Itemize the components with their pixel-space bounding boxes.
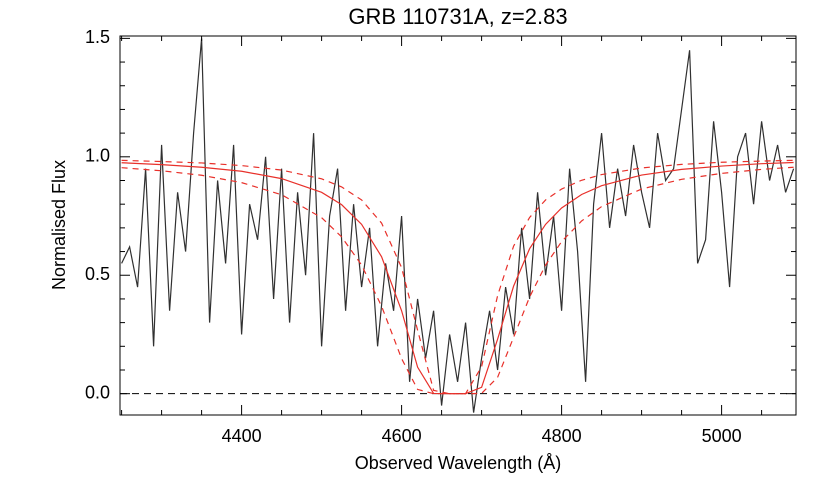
y-tick-label: 0.0 xyxy=(85,382,110,402)
x-tick-label: 4600 xyxy=(382,426,422,446)
series-line xyxy=(121,38,795,413)
series-line xyxy=(121,161,794,395)
plot-frame xyxy=(119,35,797,416)
y-axis-label: Normalised Flux xyxy=(49,160,69,290)
x-tick-label: 5000 xyxy=(702,426,742,446)
y-tick-label: 1.5 xyxy=(85,27,110,47)
x-axis-label: Observed Wavelength (Å) xyxy=(355,453,561,473)
chart-title: GRB 110731A, z=2.83 xyxy=(348,4,567,29)
series-line xyxy=(121,159,794,395)
y-tick-label: 1.0 xyxy=(85,146,110,166)
plot-data xyxy=(120,38,796,413)
series-line xyxy=(121,166,794,395)
y-tick-label: 0.5 xyxy=(85,264,110,284)
x-tick-label: 4800 xyxy=(542,426,582,446)
x-tick-label: 4400 xyxy=(222,426,262,446)
